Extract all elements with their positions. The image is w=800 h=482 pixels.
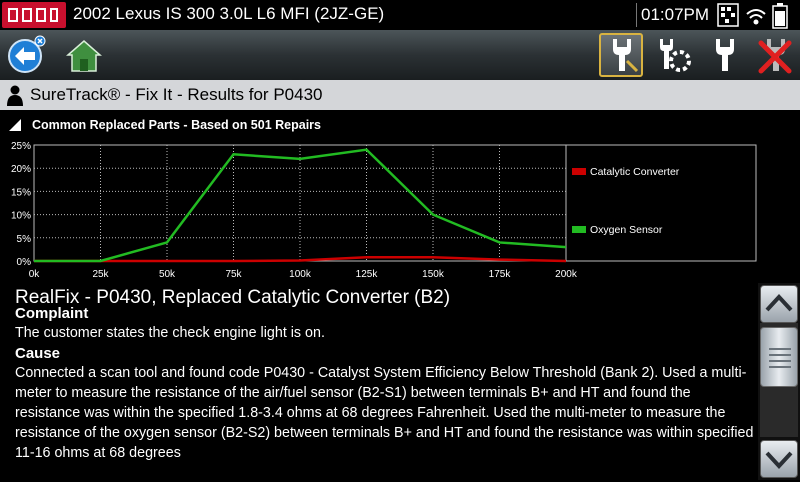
toolbar <box>0 30 800 81</box>
logo-block <box>50 8 58 22</box>
suretrack-button[interactable] <box>599 33 643 77</box>
legend-label: Catalytic Converter <box>590 166 680 178</box>
complaint-heading: Complaint <box>15 305 88 323</box>
page-header: SureTrack® - Fix It - Results for P0430 <box>0 80 800 110</box>
close-icon <box>753 33 797 77</box>
realfix-title: RealFix - P0430, Replaced Catalytic Conv… <box>15 288 755 308</box>
section-title: Common Replaced Parts - Based on 501 Rep… <box>32 118 321 132</box>
realfix-content: RealFix - P0430, Replaced Catalytic Conv… <box>15 288 755 308</box>
app-logo <box>2 2 66 28</box>
legend-label: Oxygen Sensor <box>590 224 663 236</box>
wrench-icon <box>702 33 746 77</box>
complaint-text: The customer states the check engine lig… <box>15 323 325 343</box>
x-tick-label: 125k <box>356 269 379 280</box>
y-tick-label: 25% <box>11 141 31 152</box>
y-tick-label: 0% <box>17 257 32 268</box>
page-title: SureTrack® - Fix It - Results for P0430 <box>30 85 322 105</box>
x-tick-label: 200k <box>555 269 578 280</box>
scrollbar[interactable] <box>758 283 800 480</box>
x-tick-label: 50k <box>159 269 176 280</box>
legend-swatch <box>572 168 586 175</box>
status-bar: 2002 Lexus IS 300 3.0L L6 MFI (2JZ-GE) 0… <box>0 0 800 30</box>
x-tick-label: 0k <box>29 269 41 280</box>
home-icon <box>62 33 106 77</box>
x-tick-label: 100k <box>289 269 312 280</box>
logo-block <box>22 8 32 22</box>
tools-button[interactable] <box>650 33 694 77</box>
y-tick-label: 15% <box>11 187 31 198</box>
home-button[interactable] <box>62 33 106 77</box>
collapse-triangle-icon[interactable] <box>7 117 23 133</box>
settings-button[interactable] <box>702 33 746 77</box>
y-tick-label: 20% <box>11 164 31 175</box>
legend-swatch <box>572 226 586 233</box>
x-tick-label: 25k <box>92 269 109 280</box>
scroll-thumb[interactable] <box>760 327 798 387</box>
y-tick-label: 10% <box>11 211 31 222</box>
chevron-up-icon <box>761 286 797 322</box>
wifi-icon <box>745 6 767 26</box>
x-tick-label: 75k <box>225 269 242 280</box>
clock: 01:07PM <box>641 5 709 25</box>
logo-block <box>8 8 18 22</box>
y-tick-label: 5% <box>17 234 32 245</box>
grip-line <box>769 354 791 356</box>
status-divider <box>636 3 637 27</box>
x-tick-label: 175k <box>489 269 512 280</box>
exit-button[interactable] <box>753 33 797 77</box>
cause-heading: Cause <box>15 345 60 363</box>
back-arrow-icon <box>4 33 48 77</box>
back-button[interactable] <box>4 33 48 77</box>
scroll-up-button[interactable] <box>760 285 798 323</box>
grip-line <box>769 366 791 368</box>
x-tick-label: 150k <box>422 269 445 280</box>
wrench-icon <box>601 35 641 75</box>
scroll-down-button[interactable] <box>760 440 798 478</box>
vehicle-title: 2002 Lexus IS 300 3.0L L6 MFI (2JZ-GE) <box>73 4 384 24</box>
grip-line <box>769 360 791 362</box>
chevron-down-icon <box>761 441 797 477</box>
logo-block <box>36 8 46 22</box>
replaced-parts-chart: 25% 20% 15% 10% 5% 0%0k 25k 50k 75k 100k 125k 150k 1… <box>0 138 757 283</box>
tools-gear-icon <box>650 33 694 77</box>
user-icon <box>5 85 25 107</box>
battery-icon <box>772 3 788 29</box>
signal-icon <box>717 3 739 27</box>
cause-text: Connected a scan tool and found code P04… <box>15 363 757 463</box>
legend-box <box>566 145 756 261</box>
grip-line <box>769 348 791 350</box>
